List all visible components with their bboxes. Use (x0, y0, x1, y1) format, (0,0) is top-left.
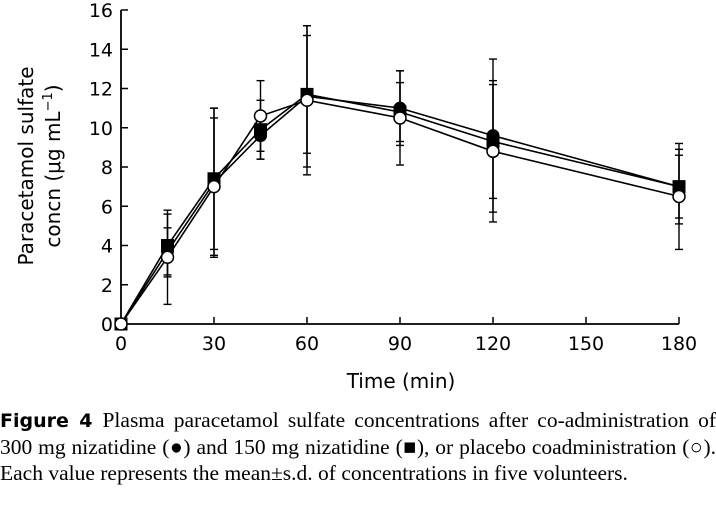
open-circle-icon: ○ (689, 435, 704, 459)
data-point-open-circle (393, 111, 407, 125)
figure-caption: Figure 4 Plasma paracetamol sulfate conce… (0, 407, 716, 486)
y-axis-label-line2: concn (μg mL−1) (41, 84, 65, 247)
caption-text-4: ). Each value represents the mean±s.d. o… (0, 435, 716, 485)
axes: 0 30 60 90 120 150 180 0 2 4 6 8 10 12 14 16 (89, 0, 697, 355)
figure-label: Figure 4 (0, 410, 93, 432)
x-tick-label: 120 (475, 333, 511, 355)
y-tick-label: 10 (89, 118, 113, 140)
data-point-filled-square (161, 239, 174, 252)
caption-text-1: Plasma paracetamol sulfate concentration… (0, 408, 716, 459)
data-point-open-circle (672, 189, 686, 204)
x-axis-label: Time (min) (346, 369, 456, 393)
x-tick-label: 150 (568, 333, 604, 355)
y-tick-label: 0 (101, 314, 113, 336)
y-tick-label: 2 (101, 275, 113, 297)
y-tick-label: 12 (89, 79, 113, 101)
y-tick-label: 6 (101, 196, 113, 218)
y-tick-label: 16 (89, 0, 113, 22)
data-point-open-circle (114, 317, 128, 331)
data-point-open-circle (486, 144, 500, 159)
series-line-open-circle (120, 99, 680, 325)
caption-text-2: ) and 150 mg nizatidine ( (183, 435, 403, 459)
series-markers (114, 87, 686, 331)
series-line-filled-square (120, 93, 680, 325)
data-point-filled-square (486, 134, 500, 148)
y-tick-label: 8 (101, 157, 113, 179)
filled-circle-icon: ● (169, 435, 184, 459)
x-tick-label: 30 (202, 333, 226, 355)
y-axis-label-line1: Paracetamol sulfate (14, 66, 38, 265)
data-point-filled-square (672, 180, 686, 194)
y-axis-label-unit: concn (μg mL (41, 111, 65, 248)
caption-text-3: ), or placebo coadministration ( (416, 435, 690, 459)
series-line-filled-circle (120, 95, 680, 325)
x-tick-label: 0 (115, 333, 127, 355)
y-axis-label-close: ) (41, 84, 65, 92)
y-axis-label: Paracetamol sulfate concn (μg mL−1) (14, 66, 65, 265)
data-point-open-circle (300, 93, 314, 108)
error-bars (163, 25, 683, 306)
y-axis-label-superscript: −1 (41, 92, 56, 111)
y-tick-label: 4 (101, 236, 113, 258)
filled-square-icon: ■ (402, 435, 417, 459)
chart: 0 30 60 90 120 150 180 0 2 4 6 8 10 12 14 16 Time (min)… (14, 0, 697, 393)
data-point-open-circle (207, 179, 221, 194)
data-point-filled-square (254, 123, 267, 137)
data-point-open-circle (160, 250, 175, 265)
y-tick-label: 14 (89, 39, 113, 61)
data-point-open-circle (253, 109, 268, 123)
x-tick-label: 90 (388, 333, 412, 355)
x-tick-label: 180 (661, 333, 697, 355)
x-tick-label: 60 (295, 333, 319, 355)
series-lines (120, 93, 680, 325)
